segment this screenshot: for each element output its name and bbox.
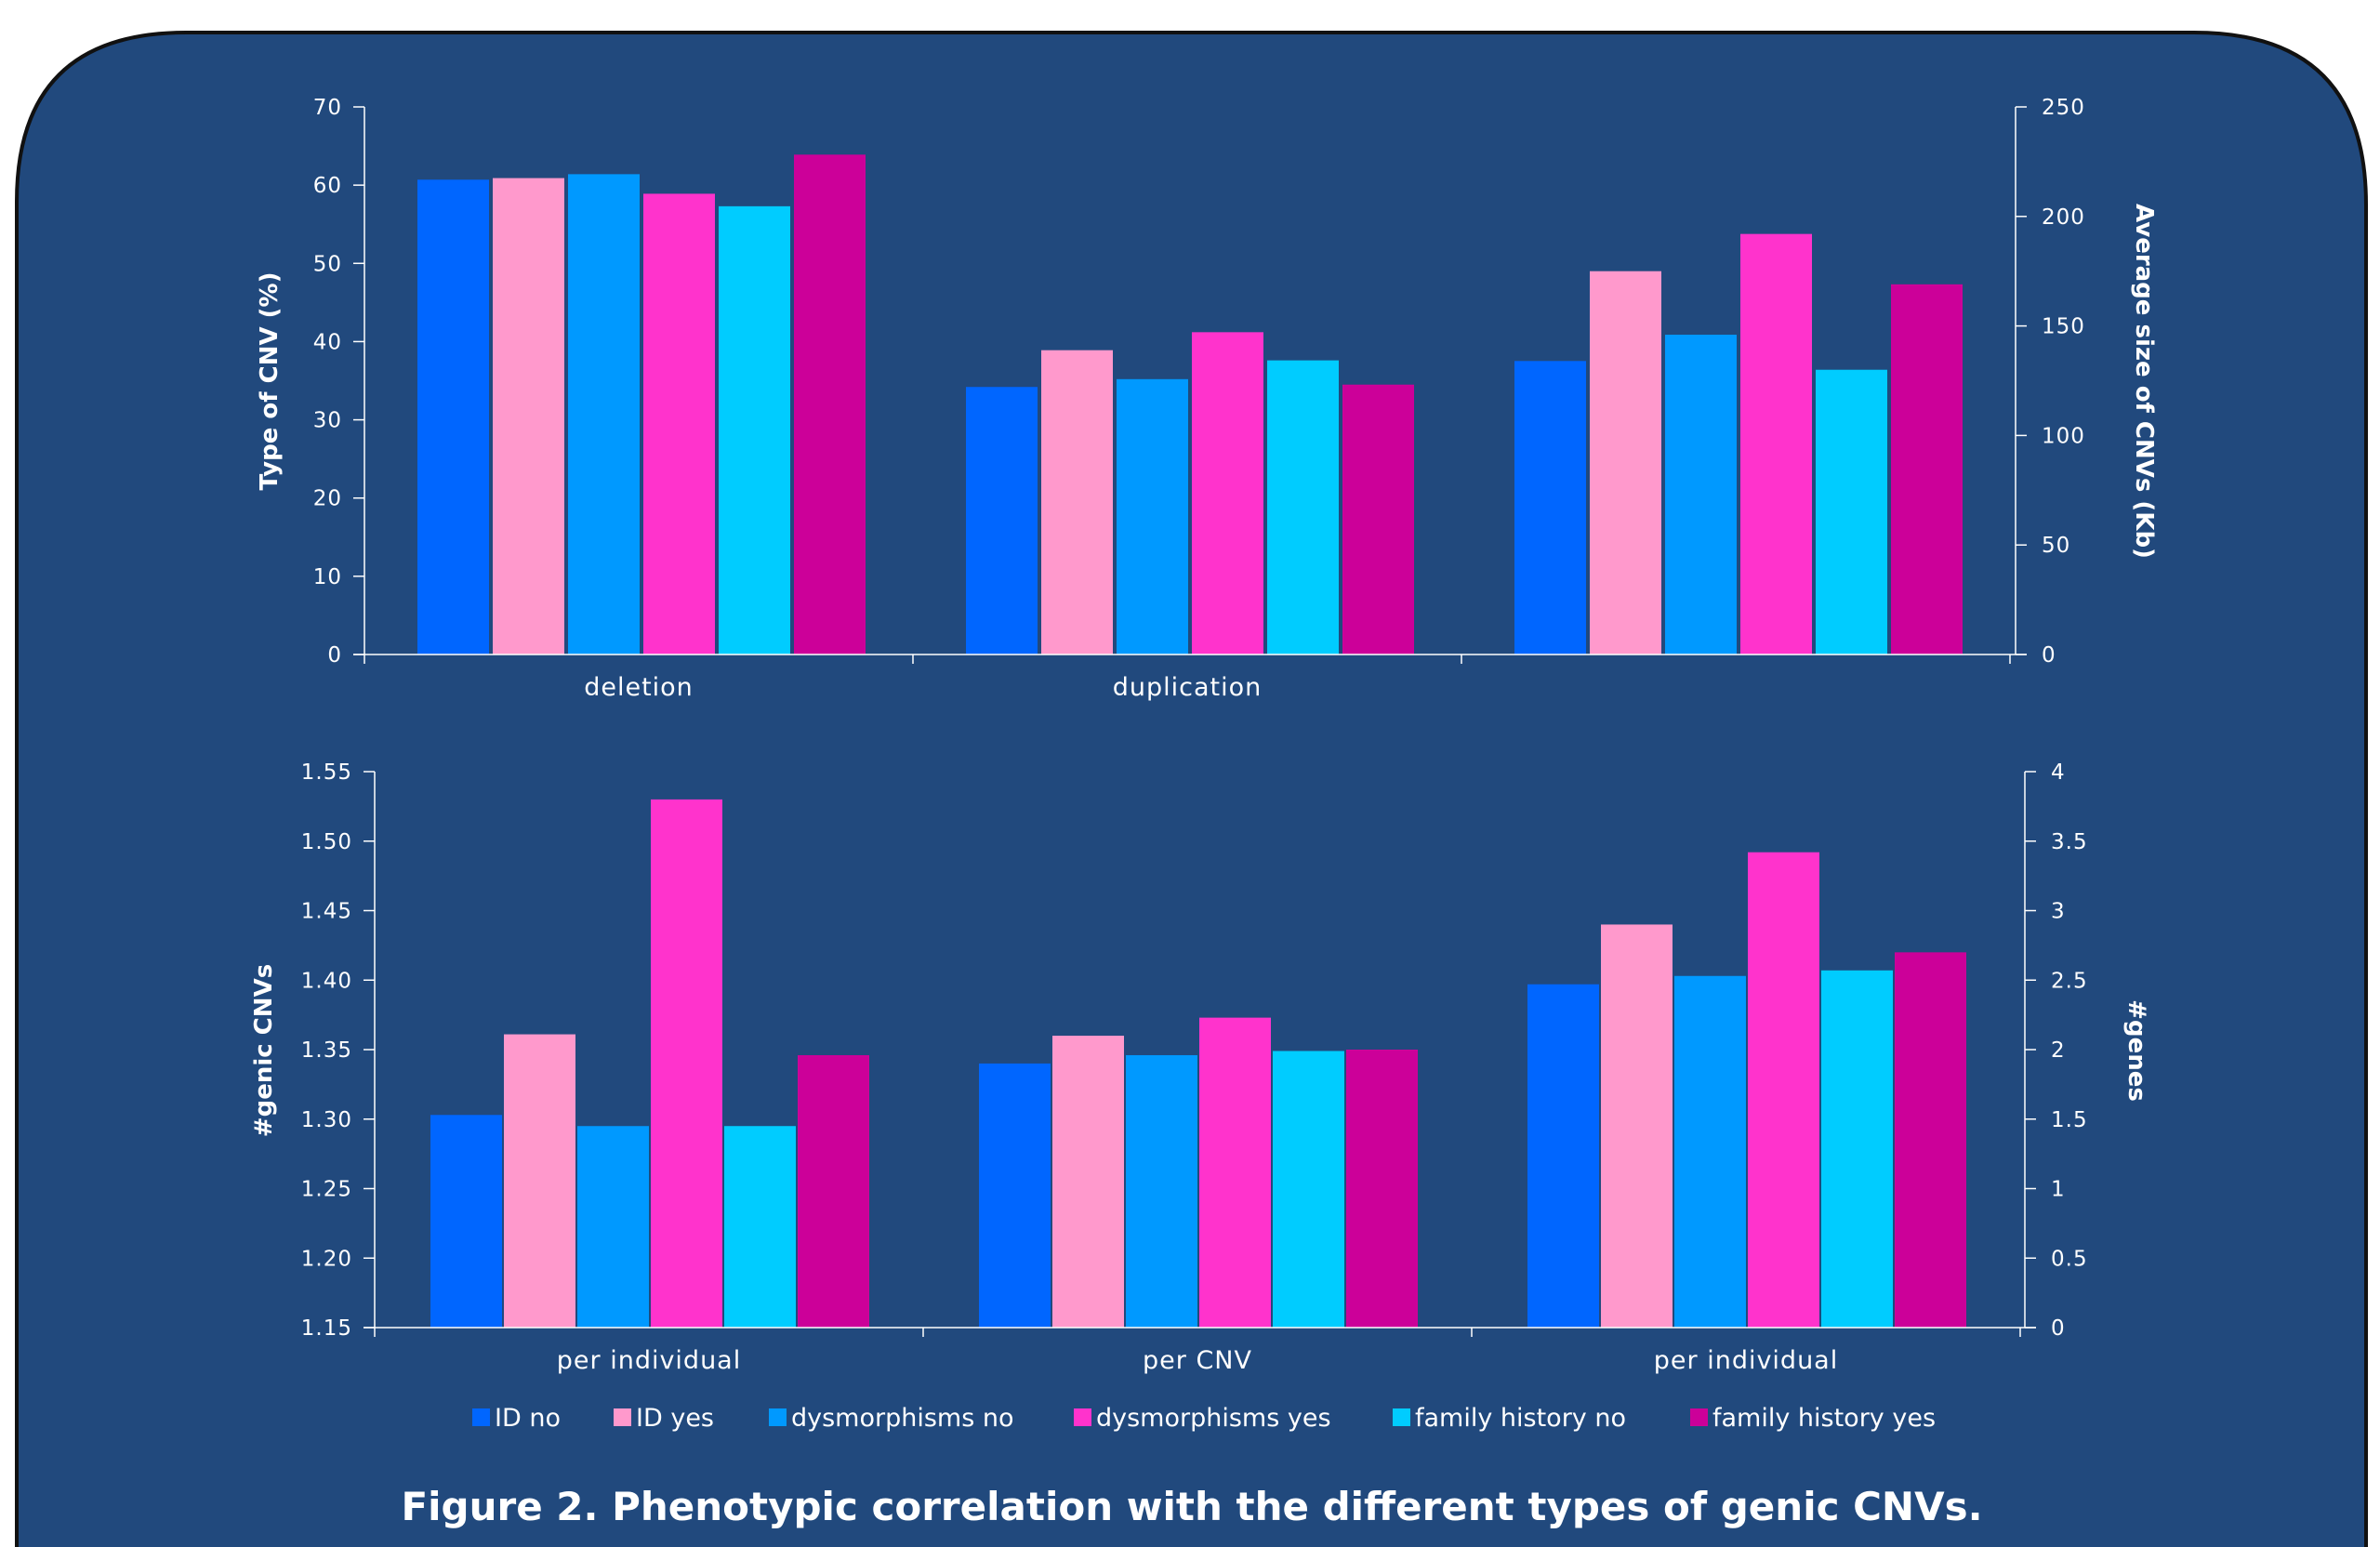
bar-id-yes-cat3 [1590,271,1661,654]
y-tick-label-right: 150 [2042,315,2085,339]
y-tick-label-left: 10 [313,565,342,589]
y-axis-title-right: #genes [2122,999,2150,1102]
y-tick-label-left: 1.30 [301,1108,352,1132]
y-tick-label-right: 2.5 [2051,969,2088,993]
legend-label-dysmorphisms-no: dysmorphisms no [791,1404,1014,1433]
bar-dysmorphisms-yes-cat3 [1748,852,1819,1328]
bar-family-history-yes-cat1 [798,1054,869,1328]
bar-family-history-yes-cat2 [1346,1050,1418,1328]
y-tick-label-left: 1.45 [301,900,352,924]
figure-caption: Figure 2. Phenotypic correlation with th… [401,1484,1982,1529]
category-label-per-individual: per individual [557,1346,741,1375]
y-tick-label-left: 1.50 [301,830,352,854]
bar-dysmorphisms-no-cat1 [577,1126,649,1328]
y-tick-label-right: 250 [2042,96,2085,120]
bar-dysmorphisms-yes-cat1 [643,193,715,655]
y-tick-label-left: 20 [313,487,342,511]
bar-id-yes-cat1 [504,1034,575,1328]
bar-dysmorphisms-no-cat3 [1674,975,1746,1328]
bar-id-yes-cat1 [493,178,564,654]
chart-deletion-duplication: 0 10 20 30 40 50 60 70 0 50 100 150 200 250 deletion du… [256,96,2158,702]
bar-dysmorphisms-no-cat1 [568,174,640,654]
y-axis-title-right: Average size of CNVs (Kb) [2130,204,2158,559]
bar-family-history-yes-cat1 [794,154,866,654]
legend-label-family-history-no: family history no [1415,1404,1626,1433]
y-axis-title-left: Type of CNV (%) [256,272,284,491]
bar-id-no-cat1 [417,179,489,654]
legend-label-id-no: ID no [495,1404,561,1433]
bar-id-yes-cat3 [1601,924,1673,1328]
y-tick-label-right: 0 [2051,1316,2066,1341]
legend-label-id-yes: ID yes [636,1404,714,1433]
bar-id-no-cat2 [966,387,1038,654]
bar-id-no-cat3 [1527,984,1599,1328]
bar-family-history-no-cat3 [1816,369,1887,654]
y-tick-label-left: 30 [313,409,342,433]
bar-dysmorphisms-yes-cat2 [1199,1017,1271,1328]
bar-family-history-no-cat1 [719,205,790,654]
bar-dysmorphisms-yes-cat2 [1192,332,1263,654]
legend-swatch-id-no [472,1408,490,1426]
legend-swatch-id-yes [614,1408,631,1426]
legend-swatch-dysmorphisms-no [769,1408,787,1426]
y-tick-label-right: 50 [2042,534,2070,558]
bar-family-history-yes-cat3 [1895,952,1966,1328]
category-label-per-cnv: per CNV [1143,1346,1252,1375]
bar-dysmorphisms-no-cat2 [1117,378,1188,654]
y-tick-label-left: 1.35 [301,1038,352,1063]
bar-id-yes-cat2 [1041,350,1113,654]
y-tick-label-right: 3 [2051,900,2066,924]
y-tick-label-right: 3.5 [2051,830,2088,854]
legend-label-dysmorphisms-yes: dysmorphisms yes [1096,1404,1331,1433]
y-tick-label-left: 1.25 [301,1178,352,1202]
y-tick-label-left: 1.20 [301,1247,352,1271]
y-tick-label-right: 1.5 [2051,1108,2088,1132]
bar-dysmorphisms-yes-cat1 [651,799,722,1328]
bar-family-history-yes-cat2 [1342,384,1414,654]
y-tick-label-right: 0 [2042,643,2056,668]
y-tick-label-left: 40 [313,330,342,354]
legend-swatch-family-history-yes [1690,1408,1708,1426]
bar-id-no-cat1 [430,1115,502,1328]
legend-swatch-family-history-no [1393,1408,1410,1426]
y-tick-label-left: 50 [313,252,342,276]
bar-dysmorphisms-no-cat3 [1665,335,1737,654]
bar-family-history-no-cat2 [1267,360,1339,654]
legend-label-family-history-yes: family history yes [1712,1404,1936,1433]
y-tick-label-right: 0.5 [2051,1247,2088,1271]
legend: ID no ID yes dysmorphisms no dysmorphisms y… [472,1404,1936,1433]
y-axis-title-left: #genic CNVs [250,964,278,1137]
chart-genic-cnvs: 1.15 1.20 1.25 1.30 1.35 1.40 1.45 1.50 1.55 0 0.5… [250,760,2150,1375]
category-label-duplication: duplication [1113,673,1263,702]
bar-dysmorphisms-yes-cat3 [1740,233,1812,654]
bar-id-yes-cat2 [1052,1036,1124,1328]
bar-id-no-cat3 [1514,361,1586,654]
category-label-per-individual: per individual [1654,1346,1838,1375]
y-tick-label-right: 200 [2042,205,2085,230]
y-tick-label-left: 1.40 [301,969,352,993]
y-tick-label-right: 1 [2051,1178,2066,1202]
bar-family-history-no-cat3 [1821,970,1893,1328]
y-tick-label-left: 0 [327,643,342,668]
y-tick-label-right: 2 [2051,1038,2066,1063]
bar-family-history-no-cat1 [724,1126,796,1328]
bar-family-history-yes-cat3 [1891,284,1963,654]
legend-swatch-dysmorphisms-yes [1074,1408,1091,1426]
bar-family-history-no-cat2 [1273,1051,1344,1328]
bar-id-no-cat2 [979,1063,1051,1328]
y-tick-label-right: 100 [2042,424,2085,448]
y-tick-label-left: 60 [313,174,342,198]
y-tick-label-left: 1.55 [301,760,352,785]
y-tick-label-left: 70 [313,96,342,120]
y-tick-label-left: 1.15 [301,1316,352,1341]
category-label-deletion: deletion [584,673,694,702]
bar-dysmorphisms-no-cat2 [1126,1054,1197,1328]
y-tick-label-right: 4 [2051,760,2066,785]
